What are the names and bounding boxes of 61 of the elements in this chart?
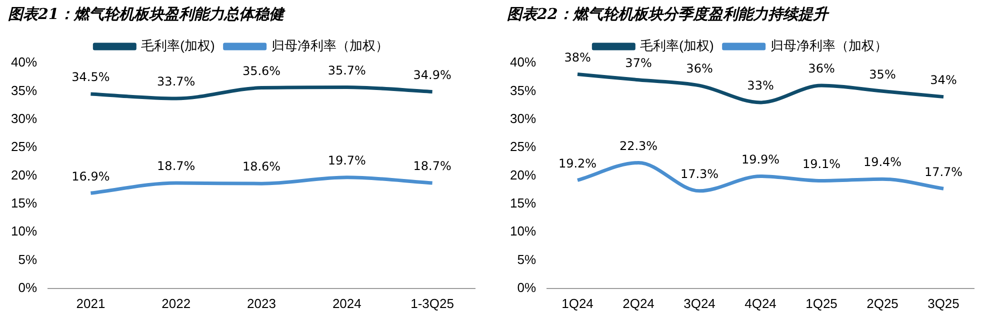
data-label: 34% [930,72,957,87]
y-tick-label: 25% [510,139,536,154]
data-label: 19.4% [863,155,902,170]
y-tick-label: 20% [510,167,536,182]
y-tick-label: 20% [10,167,38,182]
x-tick-label: 3Q25 [928,296,960,311]
y-tick-label: 0% [18,280,38,295]
data-label: 16.9% [72,169,110,184]
y-tick-label: 10% [10,224,38,239]
y-tick-label: 40% [510,54,536,70]
data-label: 33% [747,78,774,93]
x-tick-label: 1Q25 [806,296,838,311]
data-label: 19.7% [328,154,366,168]
x-tick-label: 2Q25 [866,296,898,311]
data-label: 34.9% [413,68,452,82]
data-label: 22.3% [619,138,658,153]
data-label: 38% [564,50,591,64]
y-tick-label: 30% [510,110,536,126]
y-tick-label: 10% [510,224,536,239]
data-label: 18.7% [413,159,452,174]
data-label: 18.6% [242,160,281,174]
legend-label: 毛利率(加权) [640,38,714,54]
x-tick-label: 4Q24 [744,296,776,311]
x-tick-label: 2021 [76,296,106,311]
data-label: 35.7% [328,63,366,78]
y-tick-label: 35% [10,82,38,98]
y-tick-label: 15% [10,195,38,210]
data-label: 35.6% [242,64,281,78]
legend-label: 归母净利率（加权） [271,38,388,54]
x-tick-label: 1-3Q25 [410,296,454,311]
x-tick-label: 2Q24 [622,296,654,311]
data-label: 36% [808,62,835,76]
y-tick-label: 25% [10,139,38,154]
y-tick-label: 40% [10,54,38,70]
chart-title: 图表22：燃气轮机板块分季度盈利能力持续提升 [507,4,830,23]
data-label: 33.7% [157,74,196,89]
legend-label: 毛利率(加权) [141,38,215,54]
data-label: 36% [686,62,713,76]
chart-title: 图表21：燃气轮机板块盈利能力总体稳健 [8,4,286,23]
y-tick-label: 0% [517,280,536,295]
y-tick-label: 5% [517,252,536,267]
data-label: 19.9% [741,152,780,166]
y-tick-label: 5% [18,252,38,267]
y-tick-label: 30% [10,110,38,126]
data-label: 37% [625,56,652,70]
x-tick-label: 2022 [162,296,191,311]
data-label: 35% [869,67,896,82]
legend-label: 归母净利率（加权） [770,38,888,54]
y-tick-label: 35% [510,82,536,98]
data-label: 19.2% [558,156,597,170]
data-label: 18.7% [157,159,196,174]
data-label: 17.3% [680,167,719,182]
data-label: 34.5% [72,70,110,84]
data-label: 19.1% [802,156,841,171]
y-tick-label: 15% [510,195,536,210]
x-tick-label: 2024 [332,296,362,311]
data-label: 17.7% [924,164,963,179]
x-tick-label: 1Q24 [562,296,594,311]
x-tick-label: 2023 [247,296,276,311]
x-tick-label: 3Q24 [684,296,716,311]
line-series [88,85,434,100]
